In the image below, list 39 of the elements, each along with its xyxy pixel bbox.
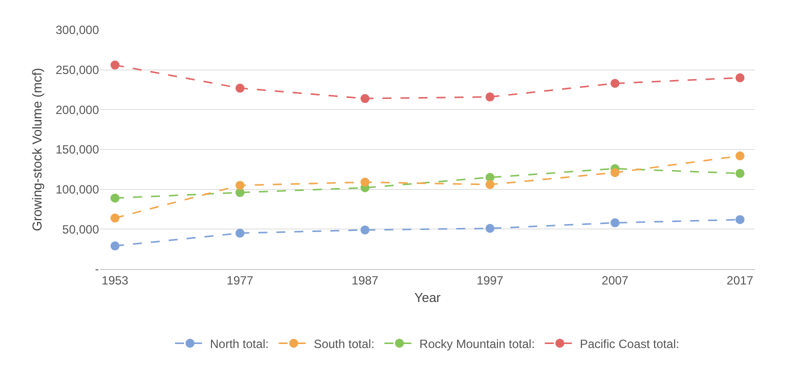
x-tick-label: 2007 <box>602 273 629 288</box>
x-tick-label: 2017 <box>726 273 754 288</box>
y-axis-title: Growing-stock Volume (mcf) <box>30 68 45 232</box>
point <box>110 214 120 223</box>
x-tick-label: 1987 <box>352 273 379 288</box>
y-tick-label: 50,000 <box>62 222 100 236</box>
point <box>610 218 620 228</box>
x-axis-title: Year <box>414 290 442 305</box>
legend-label: North total: <box>210 336 269 351</box>
y-tick-label: 200,000 <box>56 102 100 117</box>
point <box>736 215 744 224</box>
point <box>610 78 620 88</box>
point <box>736 168 744 178</box>
point <box>110 241 120 250</box>
point <box>486 92 494 102</box>
point <box>110 194 120 203</box>
point <box>736 151 744 160</box>
y-tick-label: 150,000 <box>56 142 100 157</box>
y-tick-label: 300,000 <box>56 23 100 38</box>
point <box>360 225 370 234</box>
point <box>360 178 370 187</box>
y-tick-label: - <box>95 262 99 276</box>
point <box>236 84 244 93</box>
legend-label: Pacific Coast total: <box>580 336 680 351</box>
x-tick-label: 1977 <box>226 273 254 288</box>
point <box>236 180 244 190</box>
x-tick-label: 1997 <box>476 273 504 288</box>
point <box>736 73 744 82</box>
point <box>486 180 494 190</box>
point <box>486 224 494 233</box>
point <box>360 94 370 104</box>
point <box>110 60 120 70</box>
legend-label: South total: <box>314 336 374 351</box>
point <box>610 168 620 178</box>
legend-label: Rocky Mountain total: <box>419 336 535 351</box>
y-tick-label: 100,000 <box>56 182 100 197</box>
x-tick-label: 1953 <box>102 273 129 288</box>
y-tick-label: 250,000 <box>56 63 100 78</box>
point <box>236 228 244 238</box>
